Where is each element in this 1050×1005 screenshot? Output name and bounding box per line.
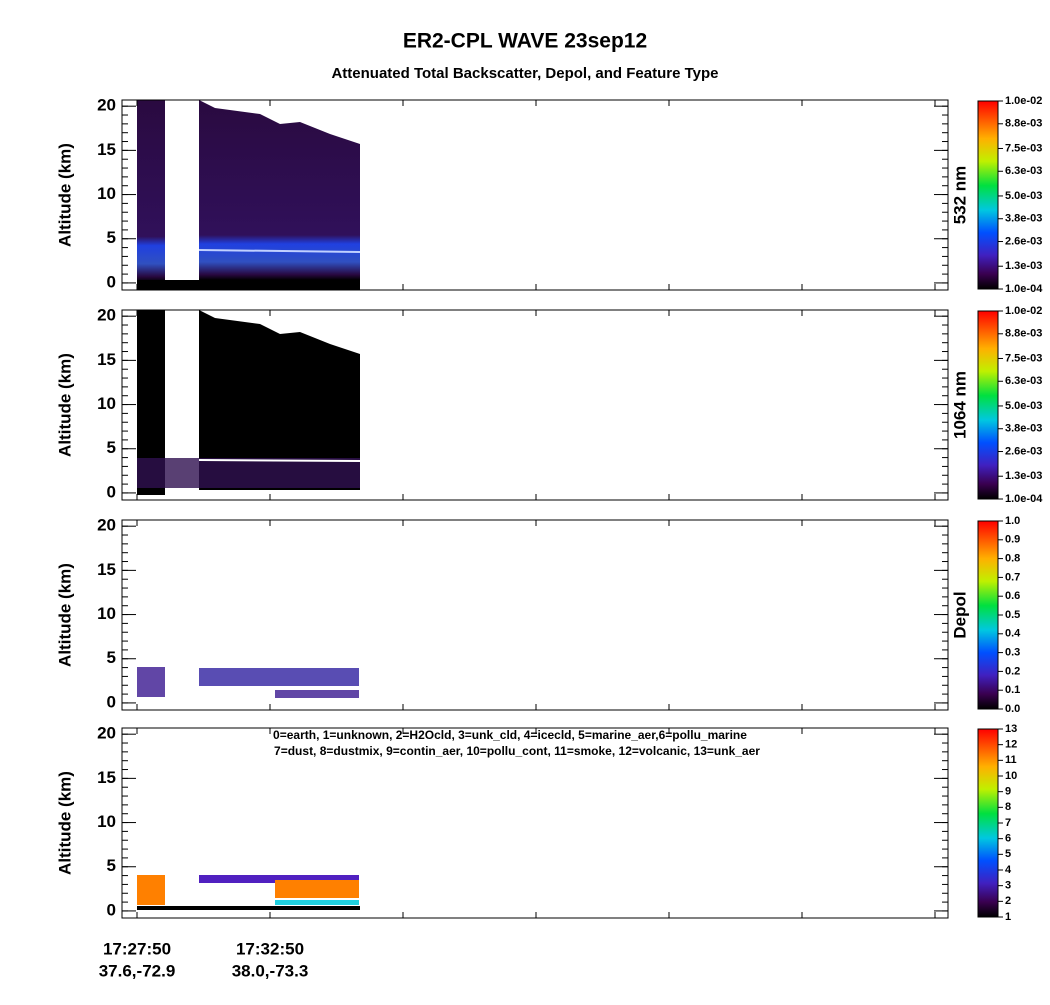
y-tick-label: 0 bbox=[107, 692, 116, 711]
y-tick-label: 20 bbox=[97, 306, 116, 325]
y-tick-label: 10 bbox=[97, 184, 116, 203]
colorbar-tick-label: 3.8e-03 bbox=[1005, 423, 1042, 435]
data-image bbox=[137, 458, 360, 488]
colorbar-tick-label: 0.1 bbox=[1005, 684, 1020, 696]
colorbar-tick-label: 8.8e-03 bbox=[1005, 328, 1042, 340]
y-tick-label: 20 bbox=[97, 724, 116, 743]
y-tick-label: 15 bbox=[97, 350, 116, 369]
colorbar-tick-label: 13 bbox=[1005, 723, 1017, 735]
colorbar-tick-label: 9 bbox=[1005, 786, 1011, 798]
y-tick-label: 15 bbox=[97, 140, 116, 159]
colorbar-tick-label: 0.2 bbox=[1005, 665, 1020, 677]
colorbar bbox=[977, 100, 999, 290]
y-tick-label: 0 bbox=[107, 482, 116, 501]
colorbar-tick-label: 4 bbox=[1005, 864, 1012, 876]
y-tick-label: 15 bbox=[97, 768, 116, 787]
y-tick-label: 5 bbox=[107, 648, 116, 667]
data-image bbox=[137, 280, 360, 290]
x-tick-label: 17:32:50 bbox=[236, 939, 304, 958]
colorbar-tick-label: 0.7 bbox=[1005, 571, 1020, 583]
colorbar-tick-label: 3 bbox=[1005, 880, 1011, 892]
y-tick-label: 10 bbox=[97, 394, 116, 413]
colorbar-tick-label: 1 bbox=[1005, 911, 1011, 923]
y-tick-label: 0 bbox=[107, 900, 116, 919]
y-tick-label: 5 bbox=[107, 228, 116, 247]
subtitle: Attenuated Total Backscatter, Depol, and… bbox=[331, 65, 718, 82]
x-tick-label: 38.0,-73.3 bbox=[232, 961, 309, 980]
colorbar-tick-label: 3.8e-03 bbox=[1005, 213, 1042, 225]
colorbar-tick-label: 11 bbox=[1005, 754, 1017, 766]
colorbar bbox=[977, 520, 999, 710]
data-image bbox=[275, 690, 359, 698]
data-image bbox=[275, 900, 359, 905]
colorbar-tick-label: 1.0e-04 bbox=[1005, 493, 1043, 505]
colorbar-tick-label: 0.4 bbox=[1005, 628, 1021, 640]
colorbar-tick-label: 2.6e-03 bbox=[1005, 445, 1042, 457]
title: ER2-CPL WAVE 23sep12 bbox=[403, 30, 647, 53]
colorbar-tick-label: 8.8e-03 bbox=[1005, 118, 1042, 130]
colorbar-tick-label: 6.3e-03 bbox=[1005, 375, 1042, 387]
colorbar-label: Depol bbox=[950, 591, 969, 638]
data-image bbox=[198, 249, 361, 253]
data-image bbox=[199, 875, 359, 883]
y-tick-label: 20 bbox=[97, 96, 116, 115]
colorbar-tick-label: 1.3e-03 bbox=[1005, 470, 1042, 482]
colorbar-label: 532 nm bbox=[950, 166, 969, 225]
colorbar-tick-label: 2.6e-03 bbox=[1005, 235, 1042, 247]
y-axis-label: Altitude (km) bbox=[55, 563, 74, 667]
colorbar-tick-label: 0.8 bbox=[1005, 553, 1020, 565]
colorbar-tick-label: 6.3e-03 bbox=[1005, 165, 1042, 177]
y-tick-label: 20 bbox=[97, 516, 116, 535]
colorbar-tick-label: 0.0 bbox=[1005, 703, 1020, 715]
x-tick-label: 37.6,-72.9 bbox=[99, 961, 176, 980]
colorbar-tick-label: 1.3e-03 bbox=[1005, 260, 1042, 272]
annotation: 0=earth, 1=unknown, 2=H2Ocld, 3=unk_cld,… bbox=[273, 728, 747, 742]
colorbar-tick-label: 1.0e-02 bbox=[1005, 305, 1042, 317]
colorbar-tick-label: 12 bbox=[1005, 739, 1017, 751]
colorbar-tick-label: 5.0e-03 bbox=[1005, 400, 1042, 412]
data-image bbox=[199, 310, 360, 490]
colorbar bbox=[977, 728, 999, 918]
data-image bbox=[137, 906, 360, 910]
data-image bbox=[199, 100, 360, 280]
data-image bbox=[198, 459, 361, 462]
colorbar-tick-label: 1.0 bbox=[1005, 515, 1020, 527]
annotation: 7=dust, 8=dustmix, 9=contin_aer, 10=poll… bbox=[274, 744, 760, 758]
colorbar-tick-label: 5.0e-03 bbox=[1005, 190, 1042, 202]
x-tick-label: 17:27:50 bbox=[103, 939, 171, 958]
colorbar-tick-label: 1.0e-02 bbox=[1005, 95, 1042, 107]
colorbar bbox=[977, 310, 999, 500]
colorbar-tick-label: 7.5e-03 bbox=[1005, 142, 1042, 154]
y-tick-label: 5 bbox=[107, 856, 116, 875]
colorbar-label: 1064 nm bbox=[950, 371, 969, 439]
y-tick-label: 10 bbox=[97, 812, 116, 831]
colorbar-tick-label: 2 bbox=[1005, 895, 1011, 907]
y-tick-label: 10 bbox=[97, 604, 116, 623]
colorbar-tick-label: 7.5e-03 bbox=[1005, 352, 1042, 364]
y-tick-label: 0 bbox=[107, 272, 116, 291]
colorbar-tick-label: 0.6 bbox=[1005, 590, 1020, 602]
colorbar-tick-label: 7 bbox=[1005, 817, 1011, 829]
data-image bbox=[137, 667, 165, 697]
y-axis-label: Altitude (km) bbox=[55, 353, 74, 457]
y-axis-label: Altitude (km) bbox=[55, 771, 74, 875]
data-image bbox=[275, 880, 359, 898]
colorbar-tick-label: 0.5 bbox=[1005, 609, 1020, 621]
y-tick-label: 5 bbox=[107, 438, 116, 457]
colorbar-tick-label: 1.0e-04 bbox=[1005, 283, 1043, 295]
colorbar-tick-label: 10 bbox=[1005, 770, 1017, 782]
data-image bbox=[137, 100, 165, 282]
y-axis-label: Altitude (km) bbox=[55, 143, 74, 247]
colorbar-tick-label: 0.3 bbox=[1005, 647, 1020, 659]
colorbar-tick-label: 5 bbox=[1005, 848, 1011, 860]
data-image bbox=[199, 668, 359, 686]
colorbar-tick-label: 0.9 bbox=[1005, 534, 1020, 546]
data-image bbox=[137, 875, 165, 905]
colorbar-tick-label: 6 bbox=[1005, 833, 1011, 845]
y-tick-label: 15 bbox=[97, 560, 116, 579]
colorbar-tick-label: 8 bbox=[1005, 801, 1011, 813]
